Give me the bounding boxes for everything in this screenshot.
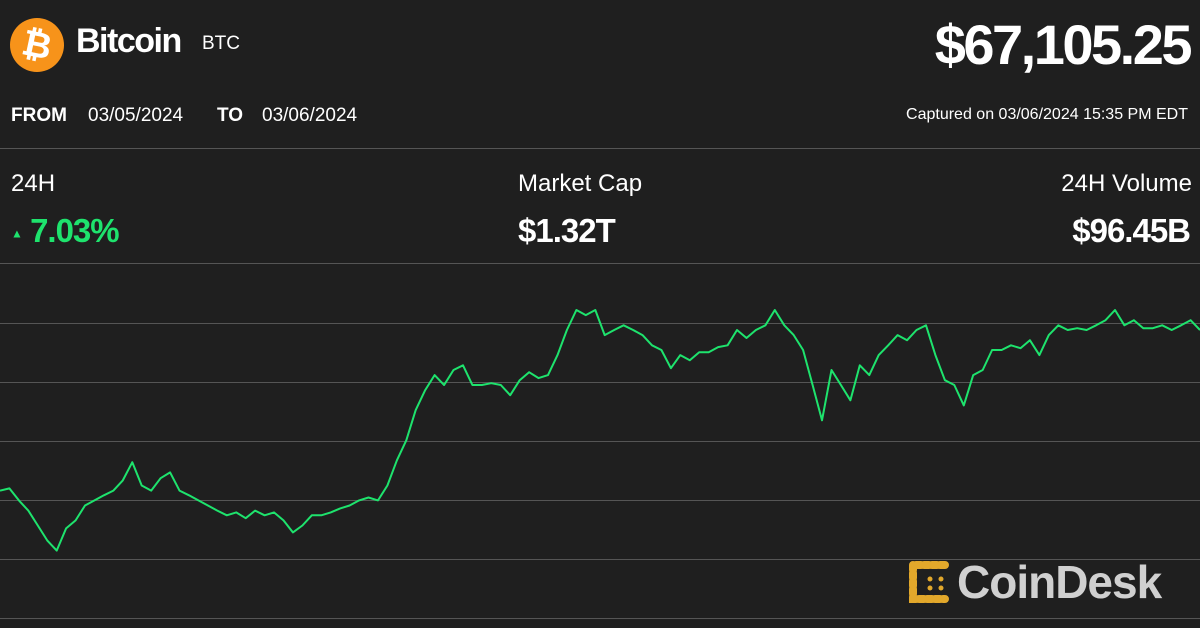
current-price: $67,105.25 bbox=[934, 13, 1193, 76]
coin-ticker: BTC bbox=[202, 33, 240, 54]
price-chart bbox=[0, 263, 1200, 619]
bitcoin-glyph: ₿ bbox=[18, 21, 56, 68]
to-date: 03/06/2024 bbox=[262, 105, 358, 126]
coindesk-logo: CoinDesk bbox=[905, 555, 1162, 609]
from-label: FROM bbox=[11, 105, 67, 126]
price-line bbox=[0, 309, 1200, 552]
market-cap-value: $1.32T bbox=[518, 212, 616, 249]
up-arrow-icon: ▲ bbox=[11, 226, 23, 241]
volume-value: $96.45B bbox=[1072, 212, 1191, 249]
change-label: 24H bbox=[11, 170, 56, 197]
divider bbox=[0, 148, 1200, 149]
captured-timestamp: Captured on 03/06/2024 15:35 PM EDT bbox=[906, 106, 1188, 123]
coindesk-logo-icon bbox=[909, 561, 949, 603]
change-percent: 7.03% bbox=[30, 212, 120, 249]
change-value: ▲ 7.03% bbox=[11, 212, 120, 250]
to-label: TO bbox=[217, 105, 244, 126]
volume-label: 24H Volume bbox=[1061, 170, 1192, 197]
market-cap-label: Market Cap bbox=[518, 170, 643, 197]
bitcoin-icon: ₿ bbox=[4, 12, 70, 78]
coindesk-logo-text: CoinDesk bbox=[957, 556, 1162, 608]
from-date: 03/05/2024 bbox=[88, 105, 184, 126]
coin-name: Bitcoin bbox=[76, 22, 182, 60]
